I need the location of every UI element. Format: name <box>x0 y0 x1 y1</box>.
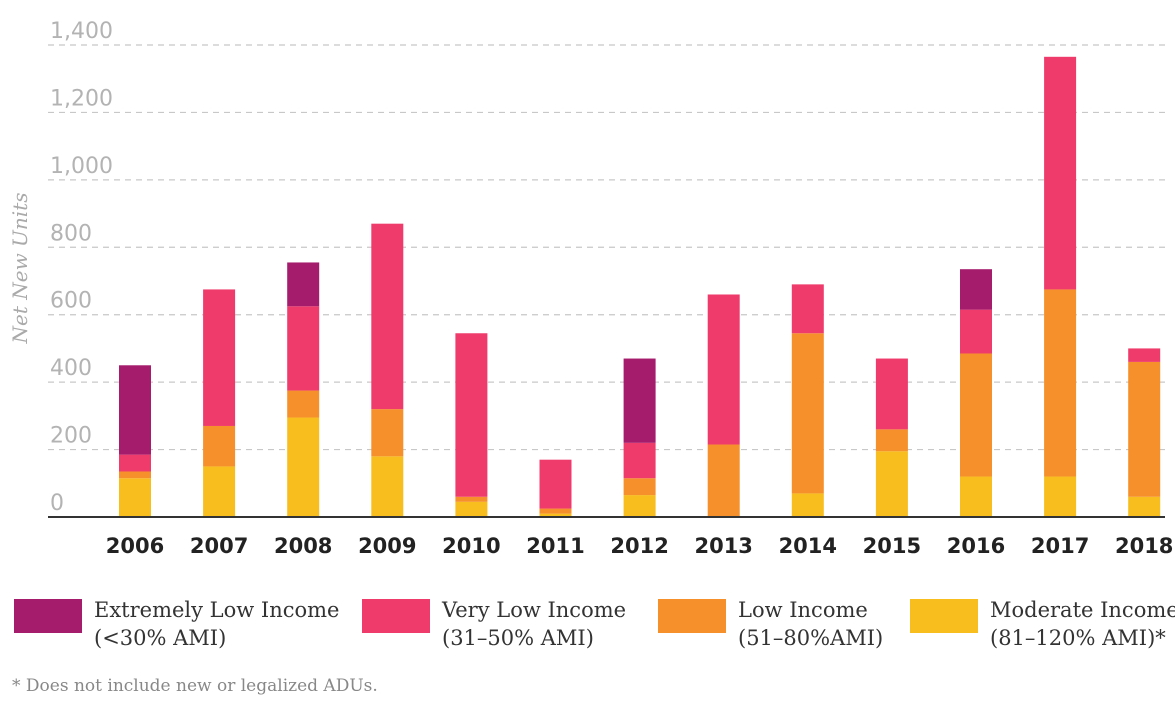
bar-2012-extremely-low-income <box>623 358 656 443</box>
bar-2016-extremely-low-income <box>960 269 992 310</box>
y-tick-label: 800 <box>50 221 92 246</box>
legend: Extremely Low Income (<30% AMI) Very Low… <box>0 596 1175 656</box>
legend-swatch-very-low <box>362 599 430 633</box>
x-tick-label: 2013 <box>694 534 752 558</box>
x-tick-label: 2018 <box>1115 534 1173 558</box>
bar-2018-low-income <box>1128 361 1161 497</box>
bar-2016-very-low-income <box>960 309 992 354</box>
bar-2012-moderate-income <box>623 495 656 517</box>
legend-sub-moderate: (81–120% AMI)* <box>990 626 1166 650</box>
x-tick-label: 2011 <box>526 534 584 558</box>
legend-title-moderate: Moderate Income <box>990 598 1175 622</box>
y-axis-label: Net New Units <box>8 193 32 345</box>
x-tick-label: 2014 <box>779 534 837 558</box>
bar-2010-low-income <box>455 496 488 502</box>
y-axis-ticks: 0 200 400 600 800 1,000 1,200 1,400 <box>50 19 113 516</box>
legend-swatch-extremely-low <box>14 599 82 633</box>
x-tick-label: 2012 <box>610 534 668 558</box>
bar-2010-moderate-income <box>455 501 488 517</box>
bar-2011-low-income <box>539 508 572 514</box>
bar-2013-low-income <box>707 444 740 517</box>
x-tick-label: 2010 <box>442 534 500 558</box>
bar-2016-low-income <box>960 353 992 477</box>
legend-title-low: Low Income <box>738 598 868 622</box>
bar-2006-low-income <box>119 471 151 479</box>
bar-2018-moderate-income <box>1128 496 1161 517</box>
y-tick-label: 1,000 <box>50 154 113 179</box>
bar-2017-moderate-income <box>1044 476 1077 517</box>
bar-2006-extremely-low-income <box>119 365 151 455</box>
bar-2015-very-low-income <box>875 358 908 430</box>
bar-2008-extremely-low-income <box>287 262 320 307</box>
bar-2010-very-low-income <box>455 333 488 497</box>
bar-2014-very-low-income <box>791 284 824 334</box>
bars <box>119 56 1161 517</box>
bar-2015-low-income <box>875 429 908 452</box>
x-tick-label: 2016 <box>947 534 1005 558</box>
legend-swatch-low <box>658 599 726 633</box>
bar-2012-very-low-income <box>623 442 656 479</box>
bar-2015-moderate-income <box>875 451 908 517</box>
bar-2011-moderate-income <box>539 513 572 517</box>
x-tick-label: 2017 <box>1031 534 1089 558</box>
bar-2016-moderate-income <box>960 476 992 517</box>
bar-2009-very-low-income <box>371 223 404 410</box>
bar-2013-very-low-income <box>707 294 740 445</box>
y-tick-label: 1,200 <box>50 86 113 111</box>
bar-2009-moderate-income <box>371 456 404 517</box>
legend-sub-very-low: (31–50% AMI) <box>442 626 594 650</box>
bar-2009-low-income <box>371 409 404 457</box>
bar-2012-low-income <box>623 478 656 496</box>
x-tick-label: 2008 <box>274 534 332 558</box>
bar-2014-low-income <box>791 333 824 494</box>
bar-2007-moderate-income <box>203 466 236 517</box>
legend-title-extremely-low: Extremely Low Income <box>94 598 340 622</box>
bar-2006-moderate-income <box>119 478 151 517</box>
bar-2008-moderate-income <box>287 417 320 517</box>
bar-2008-low-income <box>287 390 320 418</box>
legend-sub-low: (51–80%AMI) <box>738 626 884 650</box>
bar-2007-very-low-income <box>203 289 236 426</box>
bar-2014-moderate-income <box>791 493 824 517</box>
legend-title-very-low: Very Low Income <box>442 598 627 622</box>
footnote: * Does not include new or legalized ADUs… <box>12 676 378 696</box>
bar-2011-very-low-income <box>539 459 572 509</box>
x-tick-label: 2015 <box>863 534 921 558</box>
y-tick-label: 1,400 <box>50 19 113 44</box>
bar-2007-low-income <box>203 425 236 467</box>
y-tick-label: 0 <box>50 491 64 516</box>
legend-sub-extremely-low: (<30% AMI) <box>94 626 227 650</box>
y-tick-label: 200 <box>50 424 92 449</box>
legend-swatch-moderate <box>910 599 978 633</box>
x-tick-label: 2009 <box>358 534 416 558</box>
x-axis-ticks: 2006 2007 2008 2009 2010 2011 2012 2013 2014 2015… <box>106 534 1174 558</box>
bar-2017-very-low-income <box>1044 56 1077 290</box>
bar-2018-very-low-income <box>1128 348 1161 362</box>
y-tick-label: 400 <box>50 356 92 381</box>
y-tick-label: 600 <box>50 289 92 314</box>
bar-2006-very-low-income <box>119 454 151 472</box>
x-tick-label: 2007 <box>190 534 248 558</box>
bar-2017-low-income <box>1044 289 1077 477</box>
x-tick-label: 2006 <box>106 534 164 558</box>
bar-2008-very-low-income <box>287 306 320 391</box>
